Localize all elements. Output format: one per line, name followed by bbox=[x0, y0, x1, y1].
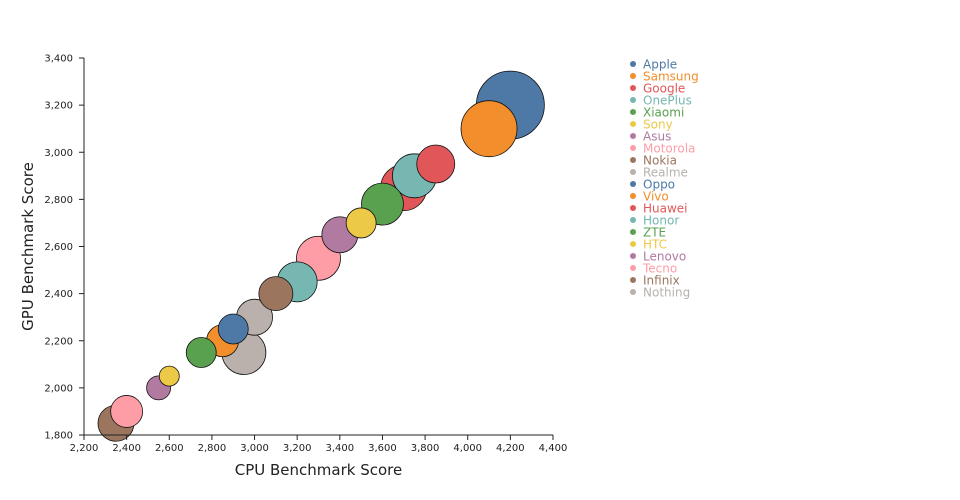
legend-marker bbox=[630, 133, 636, 139]
legend-marker bbox=[630, 181, 636, 187]
legend-item-oppo[interactable]: Oppo bbox=[630, 178, 675, 192]
bubble-zte[interactable] bbox=[185, 337, 217, 368]
bubble-nokia[interactable] bbox=[258, 276, 294, 312]
legend-item-honor[interactable]: Honor bbox=[630, 214, 679, 228]
legend-label: Honor bbox=[643, 214, 679, 228]
legend-label: Oppo bbox=[643, 178, 675, 192]
y-tick-label: 2,600 bbox=[44, 242, 73, 253]
legend-label: Nokia bbox=[643, 154, 677, 168]
legend-item-realme[interactable]: Realme bbox=[630, 166, 688, 180]
legend-label: Samsung bbox=[643, 70, 699, 84]
legend-item-google[interactable]: Google bbox=[630, 82, 685, 96]
legend-item-nothing[interactable]: Nothing bbox=[630, 286, 690, 300]
legend-marker bbox=[630, 205, 636, 211]
legend-label: Realme bbox=[643, 166, 688, 180]
legend-item-apple[interactable]: Apple bbox=[630, 58, 677, 72]
legend-marker bbox=[630, 109, 636, 115]
legend-label: Huawei bbox=[643, 202, 688, 216]
y-tick-label: 3,200 bbox=[44, 101, 73, 112]
y-axis-title: GPU Benchmark Score bbox=[19, 162, 37, 331]
y-tick-label: 3,000 bbox=[44, 148, 73, 159]
legend-label: Lenovo bbox=[643, 250, 686, 264]
legend-marker bbox=[630, 193, 636, 199]
legend-item-nokia[interactable]: Nokia bbox=[630, 154, 677, 168]
y-tick-label: 3,400 bbox=[44, 54, 73, 65]
legend-marker bbox=[630, 157, 636, 163]
legend-item-zte[interactable]: ZTE bbox=[630, 226, 666, 240]
legend-item-tecno[interactable]: Tecno bbox=[630, 262, 677, 276]
legend-label: Nothing bbox=[643, 286, 690, 300]
legend-label: Tecno bbox=[642, 262, 677, 276]
legend-label: Apple bbox=[643, 58, 677, 72]
x-tick-label: 3,600 bbox=[368, 443, 397, 454]
legend-item-samsung[interactable]: Samsung bbox=[630, 70, 699, 84]
bubble-tecno[interactable] bbox=[110, 395, 144, 428]
legend-item-asus[interactable]: Asus bbox=[630, 130, 671, 144]
legend-item-huawei[interactable]: Huawei bbox=[630, 202, 688, 216]
legend-label: Asus bbox=[643, 130, 671, 144]
legend-label: Vivo bbox=[643, 190, 669, 204]
x-tick-label: 2,800 bbox=[198, 443, 227, 454]
legend-label: Motorola bbox=[643, 142, 695, 156]
legend-marker bbox=[630, 97, 636, 103]
legend-item-lenovo[interactable]: Lenovo bbox=[630, 250, 686, 264]
bubble-htc[interactable] bbox=[158, 365, 180, 387]
legend-marker bbox=[630, 145, 636, 151]
y-ticks: 1,800 2,000 2,200 2,400 2,600 2,800 3,000 3,200… bbox=[44, 54, 84, 442]
x-tick-label: 4,200 bbox=[496, 443, 525, 454]
markers-layer bbox=[97, 70, 545, 442]
legend-marker bbox=[630, 217, 636, 223]
x-tick-label: 2,400 bbox=[112, 443, 141, 454]
legend-marker bbox=[630, 253, 636, 259]
legend-item-motorola[interactable]: Motorola bbox=[630, 142, 695, 156]
legend-marker bbox=[630, 241, 636, 247]
bubble-sony[interactable] bbox=[345, 207, 377, 239]
legend-marker bbox=[630, 73, 636, 79]
legend-item-xiaomi[interactable]: Xiaomi bbox=[630, 106, 684, 120]
x-tick-label: 2,600 bbox=[155, 443, 184, 454]
legend-item-oneplus[interactable]: OnePlus bbox=[630, 94, 692, 108]
bubble-google[interactable] bbox=[416, 144, 456, 184]
legend-label: ZTE bbox=[643, 226, 666, 240]
legend-label: Google bbox=[643, 82, 685, 96]
legend-marker bbox=[630, 85, 636, 91]
legend-marker bbox=[630, 289, 636, 295]
legend-label: Xiaomi bbox=[643, 106, 684, 120]
legend-marker bbox=[630, 277, 636, 283]
x-tick-label: 2,200 bbox=[70, 443, 99, 454]
y-tick-label: 1,800 bbox=[44, 431, 73, 442]
x-tick-label: 3,200 bbox=[283, 443, 312, 454]
x-tick-label: 4,400 bbox=[539, 443, 568, 454]
bubble-samsung[interactable] bbox=[460, 100, 518, 158]
legend-item-htc[interactable]: HTC bbox=[630, 238, 667, 252]
y-tick-label: 2,800 bbox=[44, 195, 73, 206]
bubble-oppo[interactable] bbox=[217, 313, 249, 345]
x-tick-label: 4,000 bbox=[453, 443, 482, 454]
y-tick-label: 2,000 bbox=[44, 383, 73, 394]
legend-label: HTC bbox=[643, 238, 667, 252]
legend: AppleSamsungGoogleOnePlusXiaomiSonyAsusM… bbox=[630, 58, 699, 300]
x-tick-label: 3,000 bbox=[240, 443, 269, 454]
legend-item-vivo[interactable]: Vivo bbox=[630, 190, 669, 204]
legend-marker bbox=[630, 61, 636, 67]
x-tick-label: 3,800 bbox=[411, 443, 440, 454]
legend-label: Infinix bbox=[643, 274, 680, 288]
legend-marker bbox=[630, 265, 636, 271]
legend-label: Sony bbox=[643, 118, 673, 132]
legend-marker bbox=[630, 229, 636, 235]
axes-layer: 2,200 2,400 2,600 2,800 3,000 3,200 3,400 3,600… bbox=[19, 54, 567, 480]
y-tick-label: 2,200 bbox=[44, 336, 73, 347]
x-axis-title: CPU Benchmark Score bbox=[235, 461, 402, 479]
legend-label: OnePlus bbox=[643, 94, 692, 108]
x-ticks: 2,200 2,400 2,600 2,800 3,000 3,200 3,400 3,600… bbox=[70, 435, 568, 454]
legend-marker bbox=[630, 169, 636, 175]
x-tick-label: 3,400 bbox=[325, 443, 354, 454]
legend-item-sony[interactable]: Sony bbox=[630, 118, 673, 132]
legend-item-infinix[interactable]: Infinix bbox=[630, 274, 680, 288]
y-tick-label: 2,400 bbox=[44, 289, 73, 300]
legend-marker bbox=[630, 121, 636, 127]
